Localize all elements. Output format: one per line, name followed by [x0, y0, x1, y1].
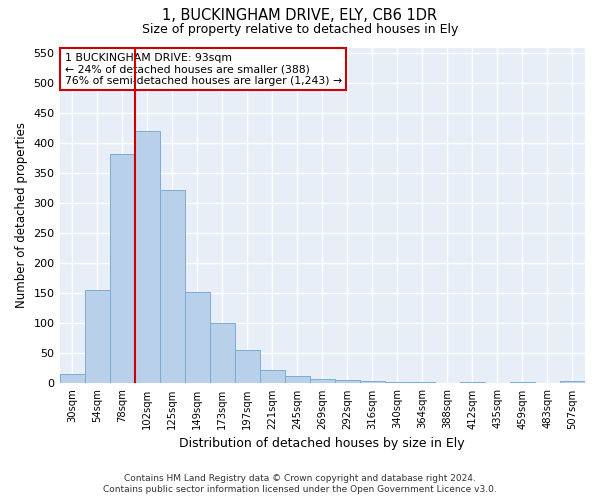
Text: 1 BUCKINGHAM DRIVE: 93sqm
← 24% of detached houses are smaller (388)
76% of semi: 1 BUCKINGHAM DRIVE: 93sqm ← 24% of detac…	[65, 52, 342, 86]
Bar	[209, 324, 235, 384]
Bar	[160, 190, 185, 384]
Bar	[385, 382, 410, 384]
Y-axis label: Number of detached properties: Number of detached properties	[15, 122, 28, 308]
Bar	[185, 292, 209, 384]
Bar	[235, 350, 260, 384]
Bar	[59, 374, 85, 384]
Bar	[310, 378, 335, 384]
Text: 1, BUCKINGHAM DRIVE, ELY, CB6 1DR: 1, BUCKINGHAM DRIVE, ELY, CB6 1DR	[163, 8, 437, 22]
Bar	[510, 382, 535, 384]
Bar	[134, 132, 160, 384]
Bar	[285, 376, 310, 384]
Bar	[485, 383, 510, 384]
Bar	[110, 154, 134, 384]
Text: Contains HM Land Registry data © Crown copyright and database right 2024.
Contai: Contains HM Land Registry data © Crown c…	[103, 474, 497, 494]
Text: Size of property relative to detached houses in Ely: Size of property relative to detached ho…	[142, 22, 458, 36]
Bar	[410, 382, 435, 384]
X-axis label: Distribution of detached houses by size in Ely: Distribution of detached houses by size …	[179, 437, 465, 450]
Bar	[460, 382, 485, 384]
Bar	[535, 383, 560, 384]
Bar	[360, 381, 385, 384]
Bar	[435, 383, 460, 384]
Bar	[260, 370, 285, 384]
Bar	[335, 380, 360, 384]
Bar	[560, 381, 585, 384]
Bar	[85, 290, 110, 384]
